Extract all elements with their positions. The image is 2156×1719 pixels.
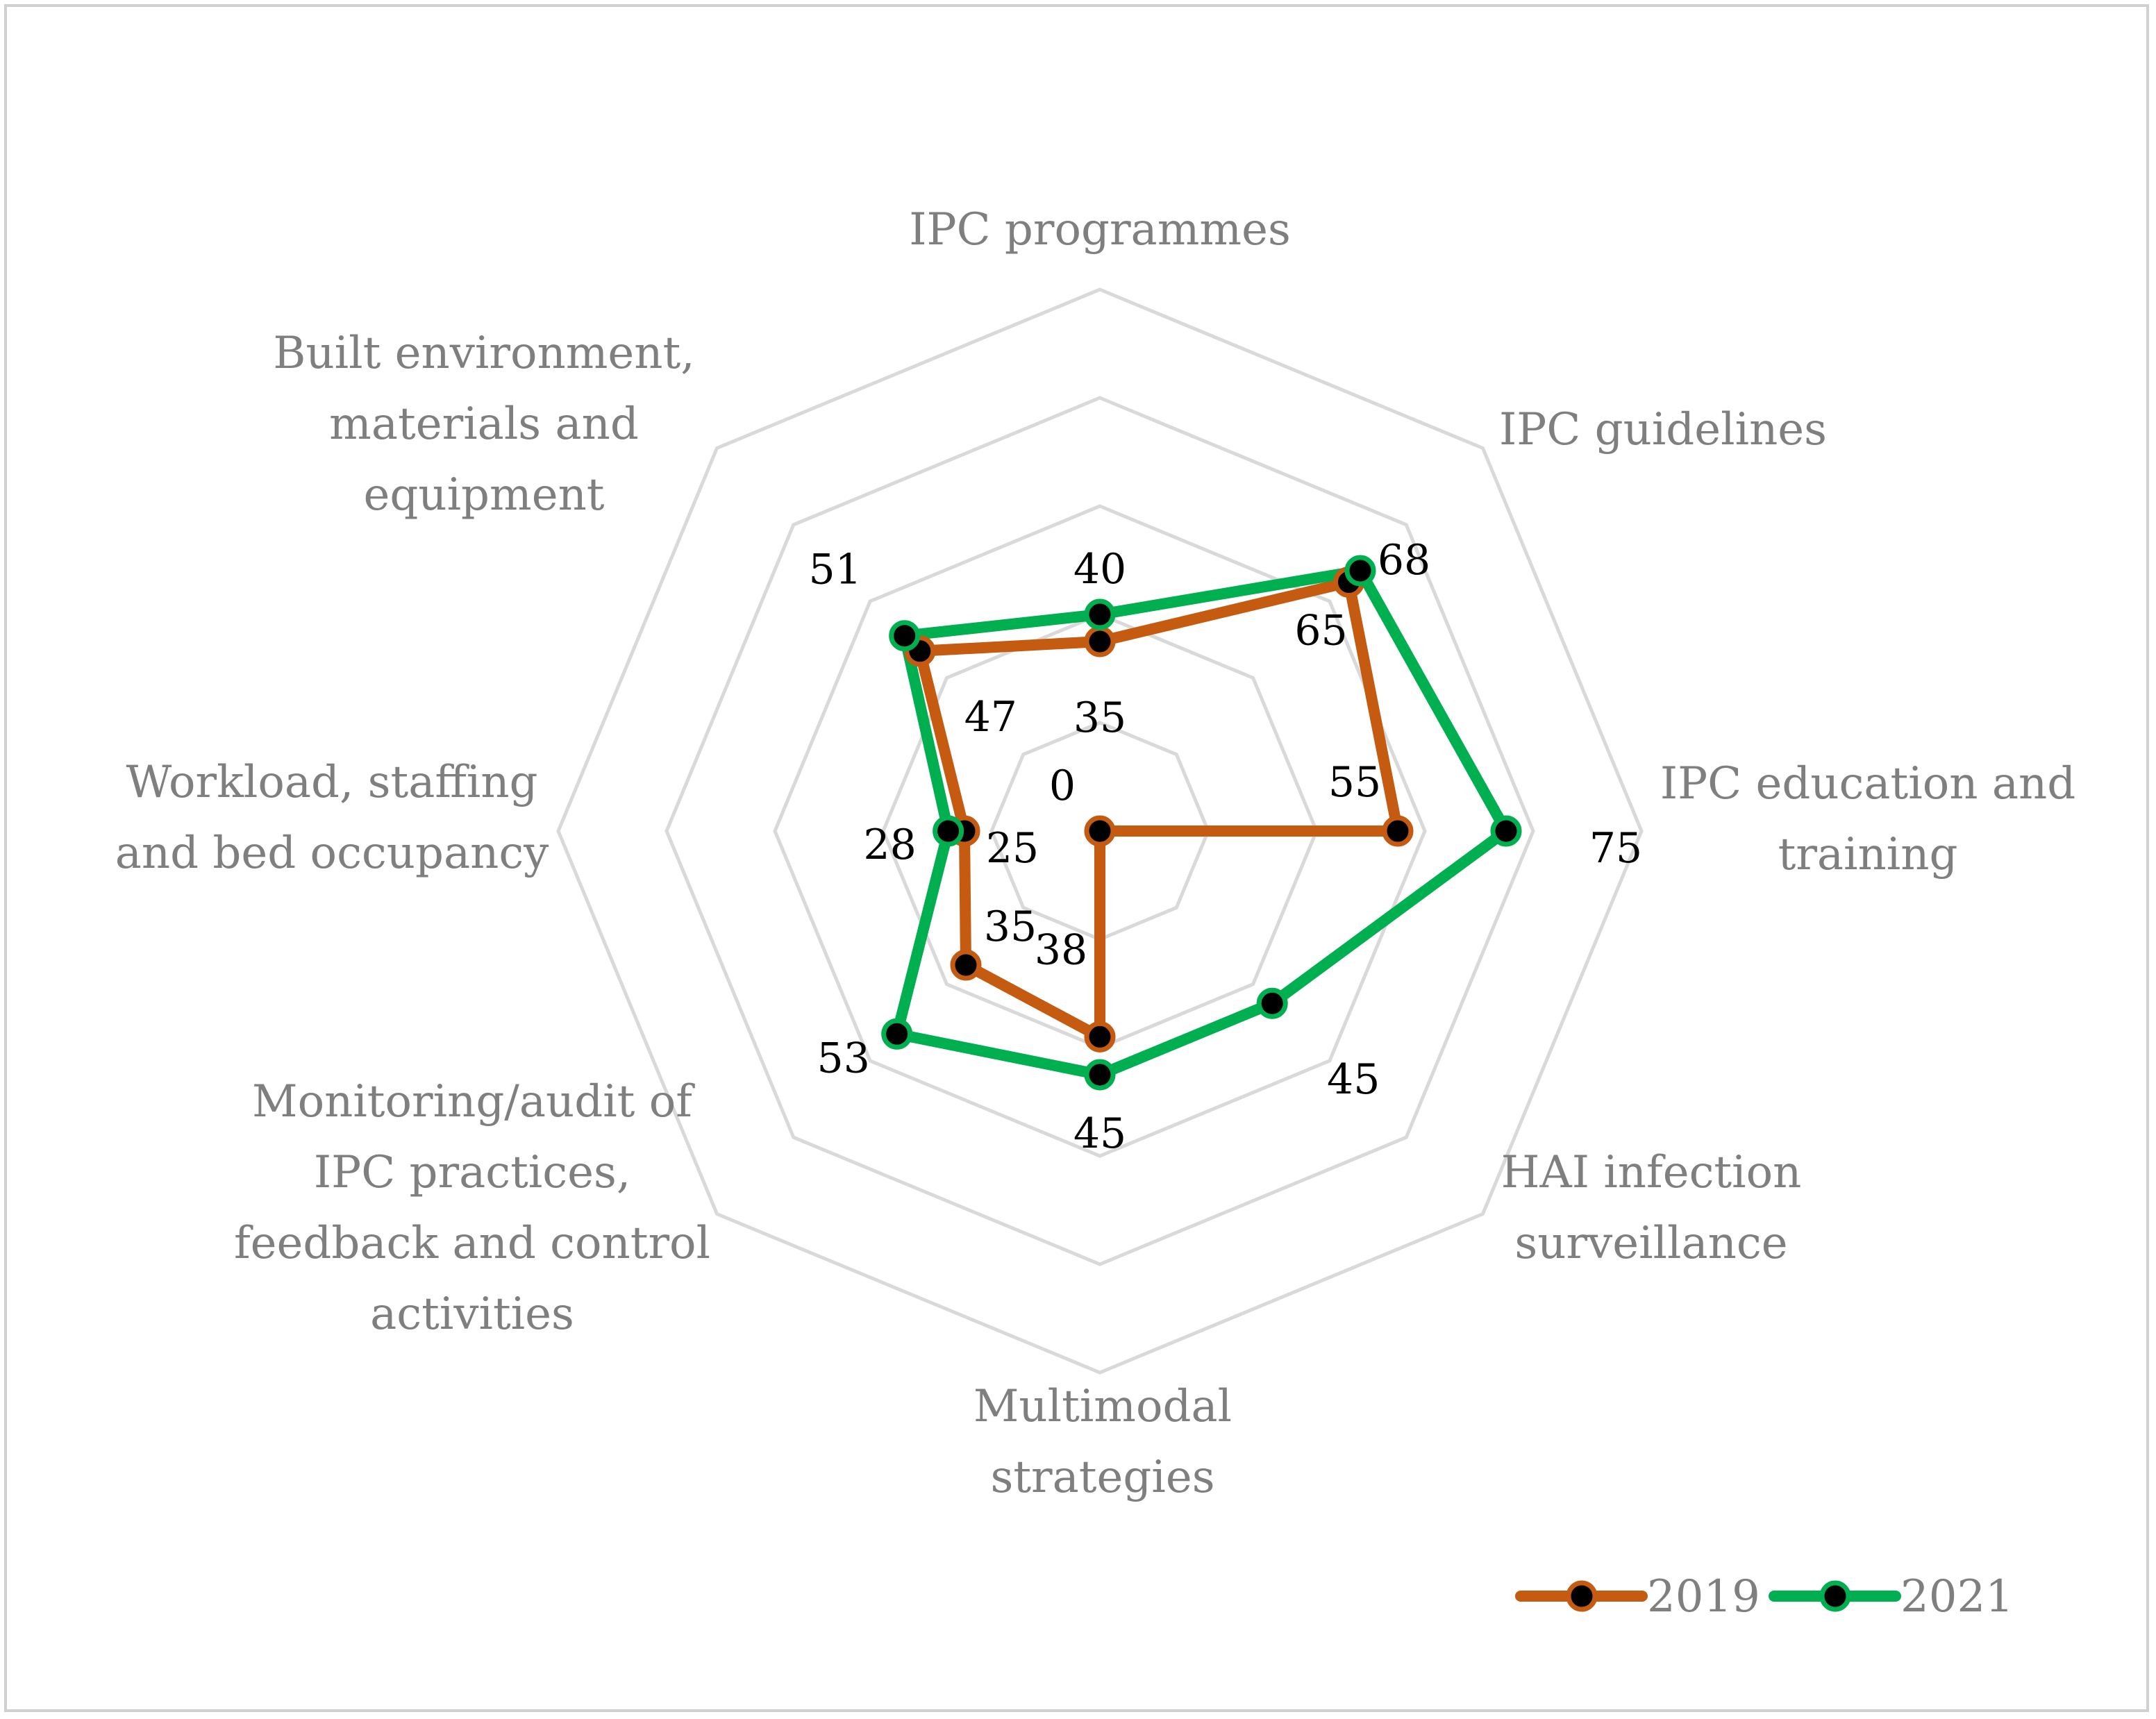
series-layer [881,555,1522,1091]
data-label-2019: 25 [986,824,1039,873]
category-labels: IPC programmes IPC guidelines IPC educatio… [115,204,2075,1503]
data-label-2019: 38 [1035,925,1087,974]
category-label: HAI infection surveillance [1501,1147,1802,1269]
legend-label-2021: 2021 [1900,1571,2014,1622]
data-label-2019: 55 [1328,758,1381,807]
category-label: IPC education and training [1660,758,2075,880]
category-label: Built environment, materials and equipment [273,328,694,521]
data-point-2019 [950,949,982,981]
legend-marker-2021 [1819,1580,1851,1612]
data-point-2021 [1084,1059,1116,1091]
legend-marker-2019 [1566,1580,1598,1612]
category-label: Monitoring/audit of IPC practices, feedbac… [234,1076,710,1340]
legend-label-2019: 2019 [1647,1571,1760,1622]
data-label-2019: 35 [984,903,1037,951]
data-point-2021 [881,1018,913,1050]
data-point-2021 [933,815,964,847]
legend: 2019 2021 [1515,1571,2014,1622]
category-label: Workload, staffing and bed occupancy [115,757,549,879]
data-point-2021 [1344,555,1376,587]
data-label-2021: 68 [1378,536,1430,585]
data-point-2021 [1084,598,1116,630]
data-point-2019 [1382,815,1414,847]
grid-ring [665,396,1535,1266]
data-label-2021: 45 [1073,1109,1126,1158]
data-label-2021: 28 [863,821,916,869]
data-label-2021: 51 [809,546,862,594]
grid-ring [773,504,1427,1158]
data-label-2019: 65 [1294,607,1347,655]
grid-ring [556,287,1644,1375]
category-label: Multimodal strategies [973,1381,1232,1503]
data-point-2019 [1084,815,1116,847]
data-point-2021 [889,620,921,652]
data-label-2021: 40 [1073,545,1126,594]
data-point-2021 [1256,987,1288,1019]
data-label-2021: 75 [1589,824,1642,873]
data-label-2019: 47 [964,693,1017,741]
data-label-2021: 53 [817,1034,870,1082]
data-label-2019: 0 [1049,762,1076,810]
data-point-2019 [1084,626,1116,657]
data-label-2021: 45 [1327,1055,1380,1104]
data-label-2019: 35 [1073,694,1126,742]
category-label: IPC programmes [909,204,1291,255]
data-point-2021 [1490,815,1522,847]
data-point-2019 [1084,1021,1116,1053]
category-label: IPC guidelines [1499,404,1827,455]
chart-frame [4,4,2149,1712]
